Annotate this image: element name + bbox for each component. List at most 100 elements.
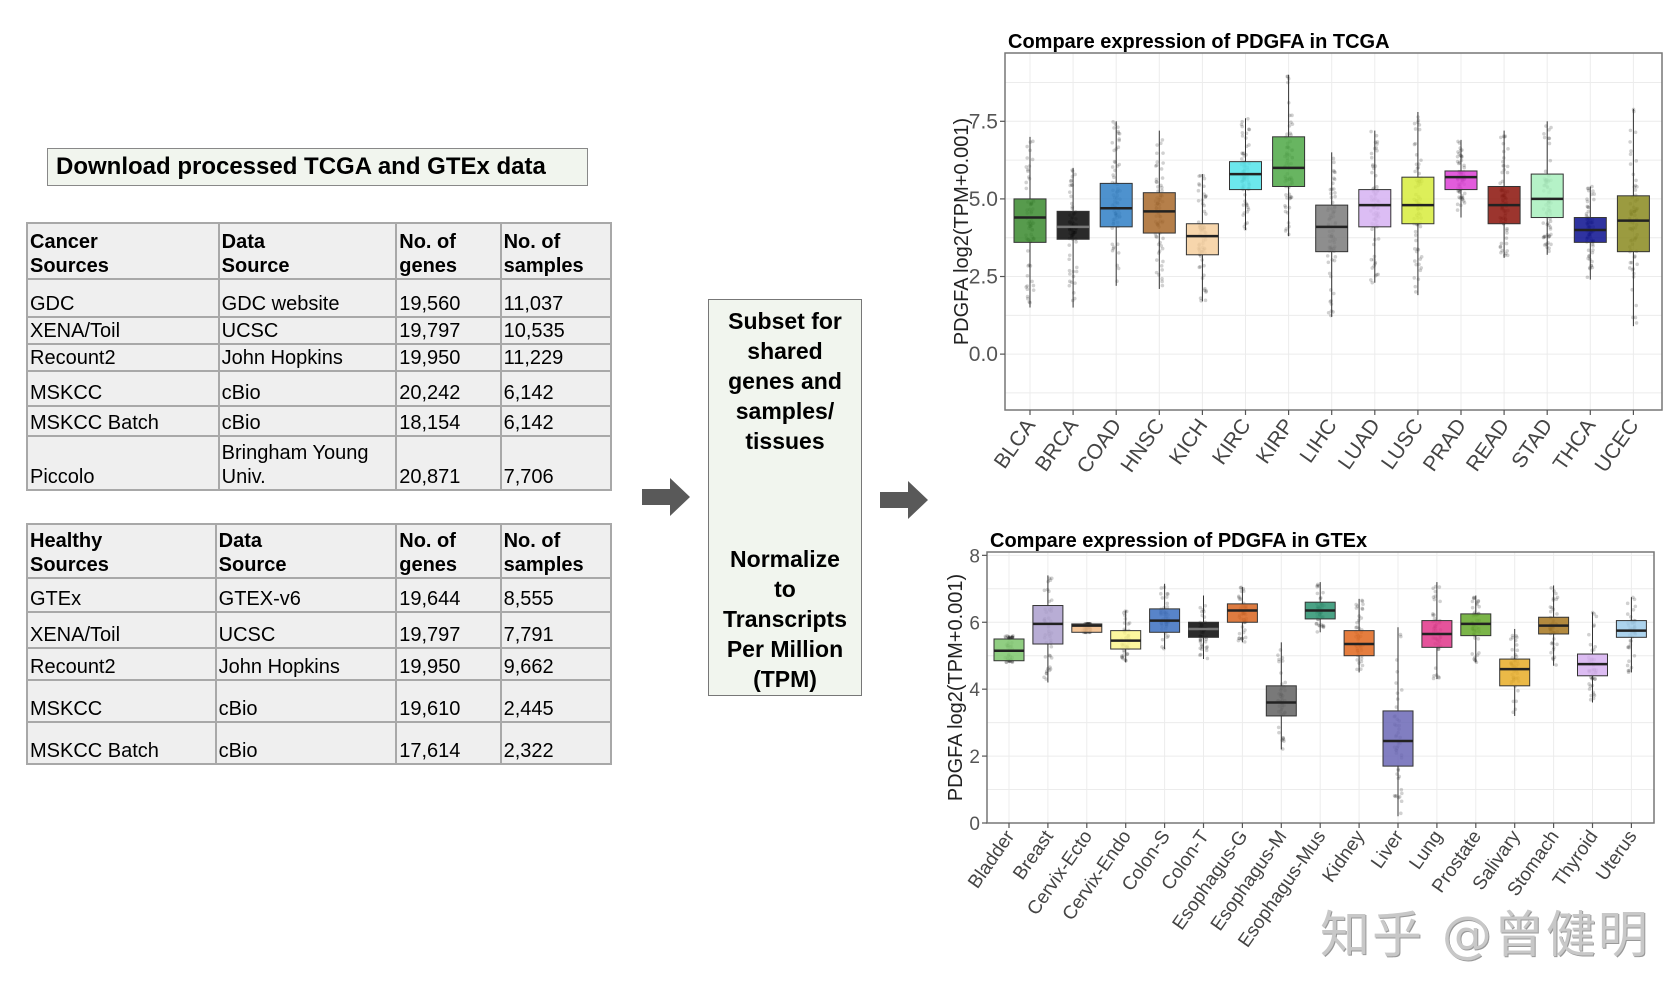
y-tick-label: 7.5 [969,110,998,133]
data-point [1200,644,1204,648]
table-cell: 19,797 [395,611,502,649]
data-point [1412,247,1417,251]
table-cell: GDC [26,278,220,318]
data-point [1593,644,1598,649]
data-point [1122,650,1127,654]
data-point [1456,150,1460,154]
data-point [1549,242,1553,247]
data-point [1633,188,1638,192]
data-point [1236,594,1241,599]
box-iqr [1444,170,1478,191]
box-kirc [1229,116,1262,231]
data-point [1202,192,1206,196]
table-row: GDC GDC website 19,560 11,037 [26,278,613,318]
table-cell: 9,662 [499,647,613,681]
data-point [1280,682,1284,686]
data-point [1155,151,1159,156]
data-point [1241,203,1246,207]
data-point [1355,604,1360,608]
box-uterus [1615,595,1647,675]
data-point [1462,191,1467,196]
data-point [1245,210,1250,214]
data-point [1332,291,1336,296]
table-cell: GTEX-v6 [214,577,398,613]
data-point [1355,620,1359,625]
table-cell: 19,797 [395,316,502,345]
data-point [1436,647,1441,652]
data-point [1282,739,1286,743]
table-cell: MSKCC Batch [26,405,220,437]
data-point [1591,248,1595,252]
data-point [1161,259,1165,264]
x-tick-label: LUSC [1377,415,1428,474]
data-point [1359,656,1364,661]
data-point [1198,638,1203,643]
data-point [1585,204,1590,209]
data-point [1069,194,1073,199]
data-point [1395,691,1400,695]
data-point [1117,162,1122,167]
data-point [1498,181,1502,186]
data-point [1477,604,1481,609]
data-point [1547,136,1551,141]
healthy-table-column-header: Healthy Sources [26,523,217,579]
data-point [1592,677,1597,681]
data-point [1548,605,1553,609]
data-point [1125,652,1129,657]
data-point [1590,259,1594,264]
data-point [1433,594,1438,598]
data-point [1198,173,1203,178]
data-point [1549,125,1553,130]
data-point [1586,186,1591,191]
data-point [1456,161,1461,166]
data-point [1203,194,1208,199]
table-cell: Bringham Young Univ. [217,435,398,491]
data-point [1197,174,1201,178]
data-point [1154,164,1158,168]
data-point [1631,595,1635,600]
data-point [1331,168,1336,173]
data-point [1543,234,1547,239]
data-point [1455,208,1460,212]
data-point [1025,287,1030,292]
data-point [1431,595,1436,599]
data-point [1276,725,1281,730]
data-point [1125,652,1130,656]
data-point [1462,165,1467,170]
data-point [1633,604,1638,609]
data-point [1555,595,1560,600]
data-point [1116,131,1121,136]
data-point [1074,240,1078,244]
data-point [1634,178,1638,183]
data-point [1515,635,1519,640]
data-point [1359,659,1364,664]
data-point [1370,170,1374,175]
data-point [1588,697,1593,702]
data-point [1199,647,1204,652]
data-point [1432,674,1436,678]
table-row: XENA/Toil UCSC 19,797 7,791 [26,611,613,649]
table-cell: 19,644 [395,577,502,613]
box-iqr [1358,189,1392,228]
data-point [1504,251,1508,256]
table-cell: John Hopkins [214,647,398,681]
data-point [1500,179,1505,184]
x-tick-label: KIRP [1252,415,1299,468]
data-point [1047,653,1052,658]
data-point [1239,597,1243,601]
data-point [1590,184,1594,189]
data-point [1199,652,1203,657]
data-point [1460,195,1465,200]
data-point [1048,665,1052,669]
data-point [1470,605,1475,610]
data-point [1049,656,1054,660]
data-point [1590,250,1595,255]
data-point [1240,134,1245,138]
data-point [1376,272,1380,277]
data-point [1505,164,1510,169]
data-point [1203,195,1207,199]
data-point [1432,597,1437,602]
data-point [1068,179,1073,184]
box-esophagus-g [1226,585,1258,644]
data-point [1414,238,1418,243]
